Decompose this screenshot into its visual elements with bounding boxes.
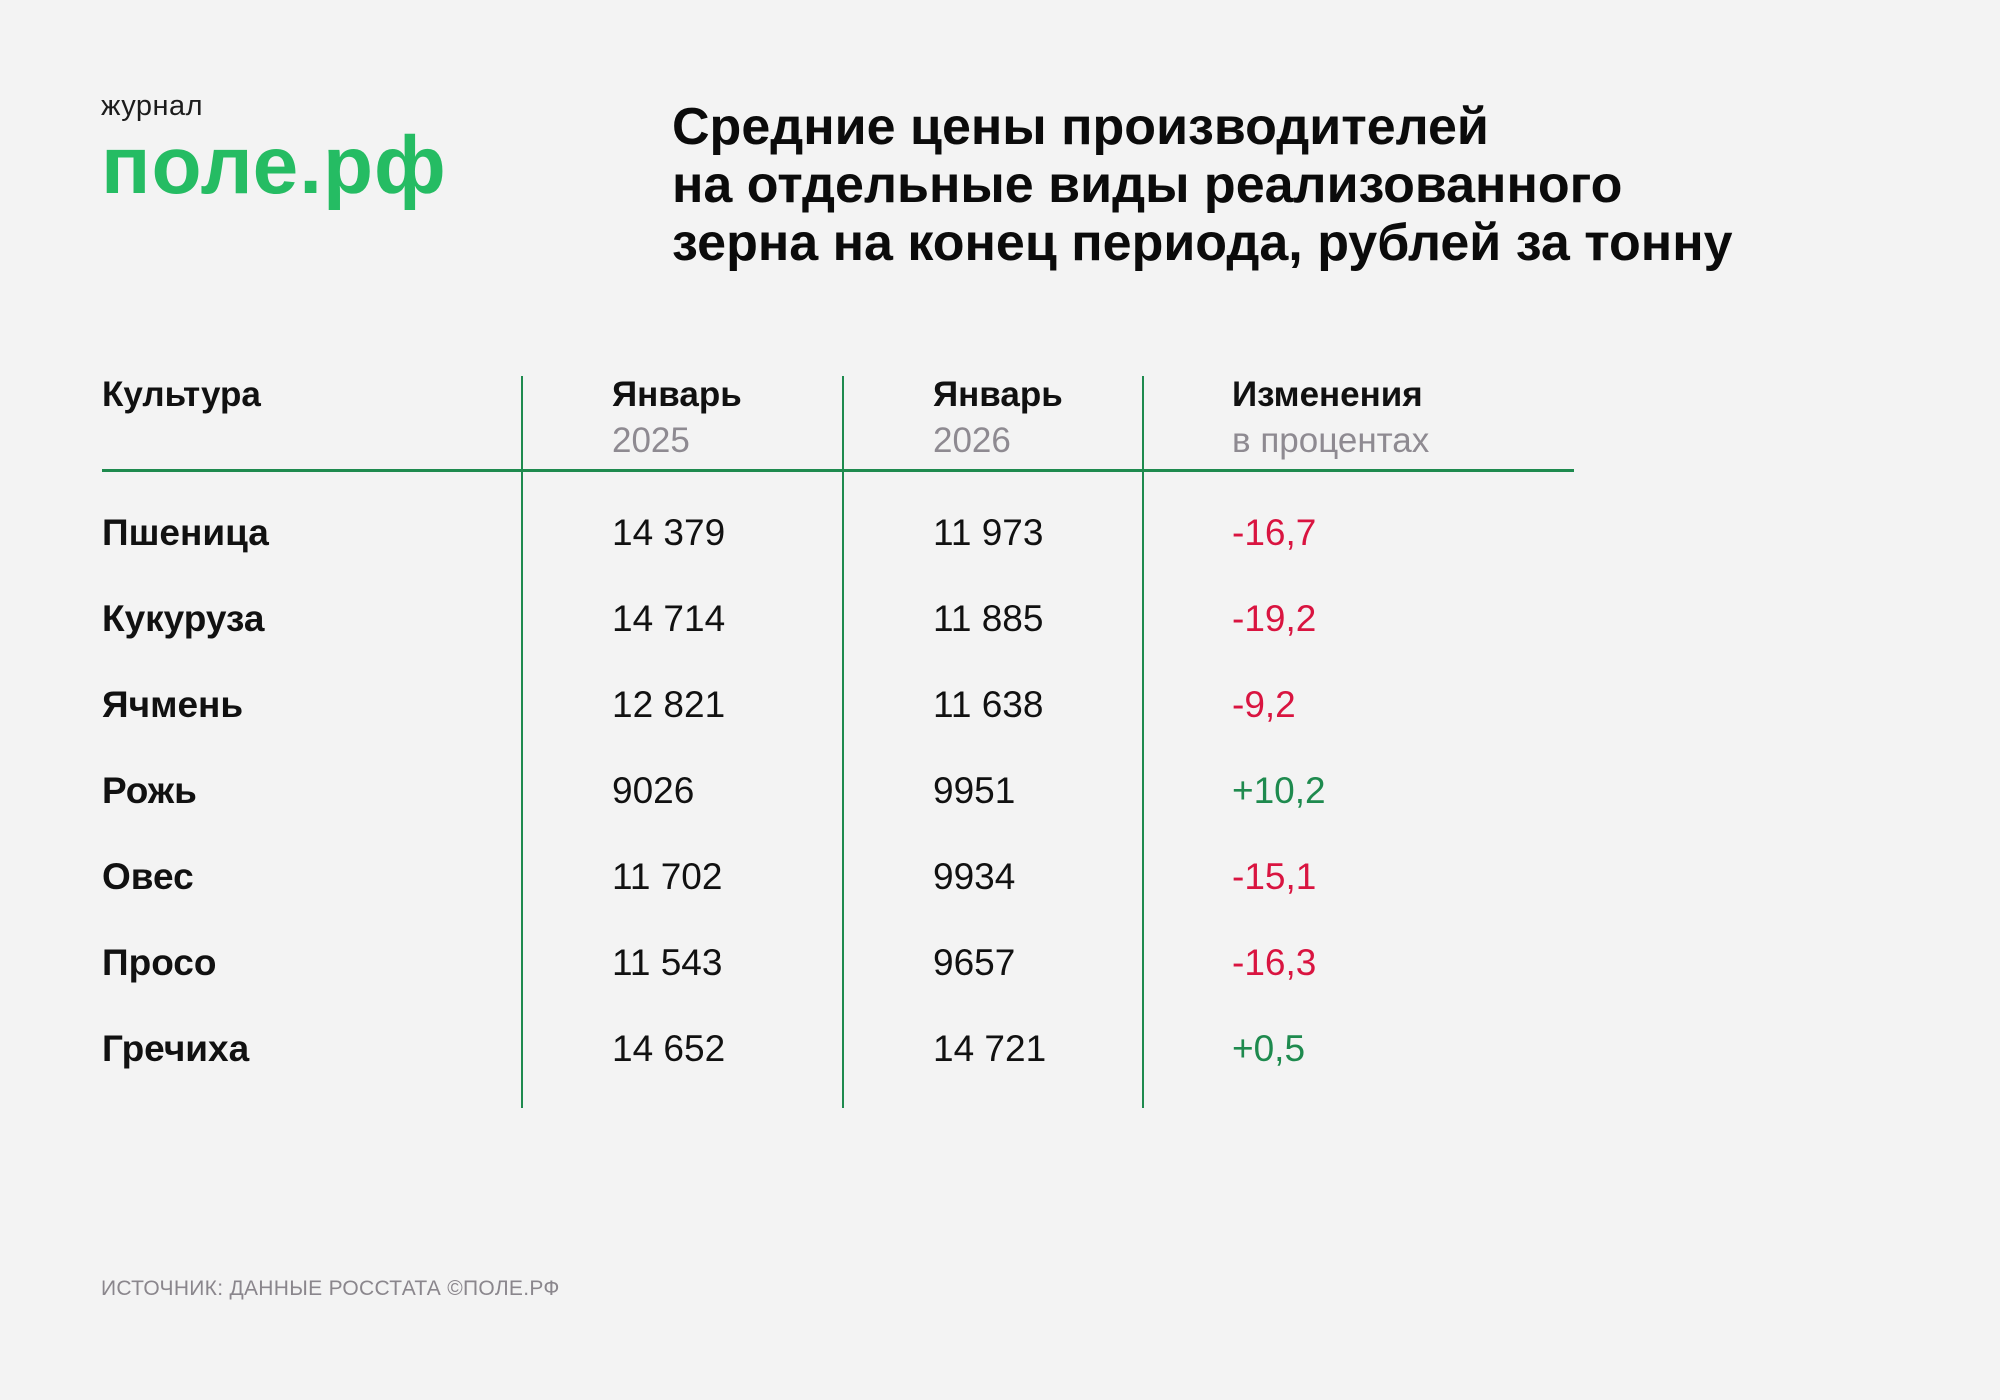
column-divider bbox=[521, 376, 523, 1108]
logo-wordmark: поле.рф bbox=[101, 120, 447, 211]
crop-name: Просо bbox=[102, 942, 217, 983]
price-jan2025: 9026 bbox=[612, 770, 695, 811]
price-jan2026: 11 973 bbox=[933, 512, 1044, 553]
change-percent: -16,7 bbox=[1232, 512, 1317, 553]
column-divider bbox=[1142, 376, 1144, 1108]
header-divider bbox=[102, 469, 1574, 472]
title-line-3: зерна на конец периода, рублей за тонну bbox=[672, 214, 1733, 272]
price-jan2026: 9657 bbox=[933, 942, 1016, 983]
change-percent: -19,2 bbox=[1232, 598, 1317, 639]
crop-name: Рожь bbox=[102, 770, 197, 811]
title-line-2: на отдельные виды реализованного bbox=[672, 156, 1623, 214]
price-jan2025: 14 714 bbox=[612, 598, 726, 639]
price-jan2026: 11 885 bbox=[933, 598, 1044, 639]
price-jan2025: 11 702 bbox=[612, 856, 723, 897]
page-title: Средние цены производителей на отдельные… bbox=[672, 98, 1733, 272]
crop-name: Кукуруза bbox=[102, 598, 265, 639]
change-percent: +10,2 bbox=[1232, 770, 1326, 811]
header-jan2026: Январь 2026 bbox=[933, 375, 1063, 460]
price-jan2026: 9951 bbox=[933, 770, 1016, 811]
price-jan2025: 12 821 bbox=[612, 684, 726, 725]
header-crop: Культура bbox=[102, 375, 261, 414]
change-percent: -16,3 bbox=[1232, 942, 1317, 983]
price-jan2026: 11 638 bbox=[933, 684, 1044, 725]
logo-subtitle: журнал bbox=[101, 90, 204, 122]
crop-name: Овес bbox=[102, 856, 194, 897]
crop-name: Гречиха bbox=[102, 1028, 250, 1069]
crop-name: Ячмень bbox=[102, 684, 244, 725]
change-percent: +0,5 bbox=[1232, 1028, 1306, 1069]
crop-name: Пшеница bbox=[102, 512, 269, 553]
logo: журнал поле.рф bbox=[101, 92, 447, 207]
change-percent: -15,1 bbox=[1232, 856, 1317, 897]
price-jan2025: 11 543 bbox=[612, 942, 723, 983]
price-jan2026: 14 721 bbox=[933, 1028, 1047, 1069]
title-line-1: Средние цены производителей bbox=[672, 98, 1489, 156]
price-jan2025: 14 379 bbox=[612, 512, 726, 553]
price-jan2025: 14 652 bbox=[612, 1028, 726, 1069]
header-change: Изменения в процентах bbox=[1232, 375, 1430, 460]
header-jan2025: Январь 2025 bbox=[612, 375, 742, 460]
change-percent: -9,2 bbox=[1232, 684, 1296, 725]
source-note: ИСТОЧНИК: ДАННЫЕ РОССТАТА ©ПОЛЕ.РФ bbox=[101, 1277, 560, 1300]
column-divider bbox=[842, 376, 844, 1108]
price-jan2026: 9934 bbox=[933, 856, 1016, 897]
